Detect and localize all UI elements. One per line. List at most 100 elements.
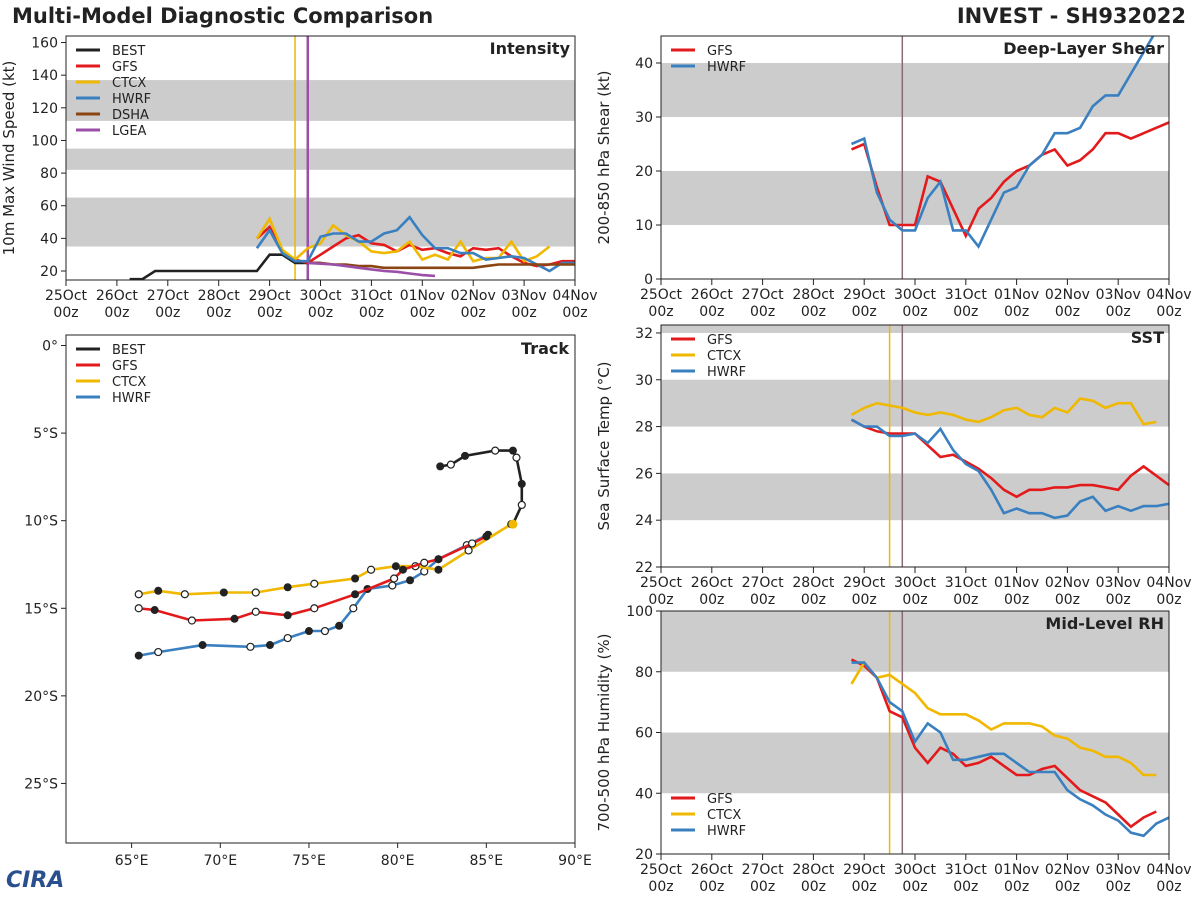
y-tick-label: 24: [635, 513, 653, 529]
track-point-00z: [283, 611, 292, 620]
x-tick-label: 29Oct: [249, 288, 292, 304]
x-tick-label: 29Oct: [843, 862, 886, 878]
track-point-12z: [246, 642, 255, 651]
track-point-12z: [517, 500, 526, 510]
x-tick-hour: 00z: [359, 305, 384, 321]
legend-label-hwrf: HWRF: [707, 824, 746, 839]
series-line-hwrf: [850, 36, 1155, 250]
x-tick-hour: 00z: [902, 879, 927, 895]
x-tick-label: 25Oct: [640, 287, 683, 303]
track-point-00z: [230, 614, 239, 623]
x-tick-label: 27Oct: [742, 575, 785, 591]
x-tick-hour: 00z: [257, 305, 282, 321]
series-line-hwrf: [851, 661, 1169, 838]
legend-label-hwrf: HWRF: [707, 60, 746, 75]
x-tick-label: 80°E: [381, 853, 415, 869]
x-tick-hour: 00z: [1004, 879, 1029, 895]
y-tick-label: 25°S: [24, 776, 58, 792]
x-tick-label: 31Oct: [945, 862, 988, 878]
series-line-gfs: [850, 121, 1169, 239]
series-line-gfs: [850, 418, 1169, 499]
y-tick-label: 100: [31, 133, 58, 149]
x-tick-hour: 00z: [1106, 304, 1131, 320]
y-tick-label: 28: [635, 420, 653, 436]
x-tick-hour: 00z: [1055, 592, 1080, 608]
x-tick-hour: 00z: [104, 305, 129, 321]
legend-label-ctcx: CTCX: [707, 808, 741, 823]
track-point-00z: [517, 479, 526, 488]
x-tick-label: 30Oct: [894, 287, 937, 303]
track-point-12z: [134, 590, 143, 599]
x-tick-hour: 00z: [648, 592, 673, 608]
track-point-12z: [349, 604, 358, 613]
series-line-gfs: [850, 658, 1157, 829]
x-tick-label: 30Oct: [894, 575, 937, 591]
series-line-hwrf: [850, 418, 1169, 520]
track-point-00z: [406, 576, 415, 585]
panel-title: Track: [521, 339, 569, 358]
x-tick-label: 27Oct: [147, 288, 190, 304]
track-point-00z: [198, 641, 207, 650]
legend-label-hwrf: HWRF: [707, 365, 746, 380]
track-point-12z: [134, 604, 143, 613]
track-point-12z: [310, 604, 319, 613]
x-tick-hour: 00z: [750, 304, 775, 320]
series-line-ctcx: [850, 397, 1157, 426]
y-tick-label: 20: [635, 847, 653, 863]
track-point-12z: [491, 446, 500, 455]
track-point-12z: [320, 626, 330, 636]
legend-label-lgea: LGEA: [112, 124, 147, 139]
legend-label-gfs: GFS: [707, 44, 733, 59]
x-tick-label: 02Nov: [451, 288, 496, 304]
x-tick-hour: 00z: [1004, 304, 1029, 320]
x-tick-label: 04Nov: [1146, 862, 1191, 878]
gray-band: [661, 171, 1169, 225]
gray-band: [661, 63, 1169, 117]
legend-label-best: BEST: [112, 44, 145, 59]
x-tick-hour: 00z: [750, 879, 775, 895]
x-tick-hour: 00z: [1106, 879, 1131, 895]
series-line-hwrf: [255, 215, 575, 273]
x-tick-label: 85°E: [469, 853, 503, 869]
x-tick-label: 02Nov: [1045, 862, 1090, 878]
map-frame: [65, 334, 576, 844]
legend-label-gfs: GFS: [707, 333, 733, 348]
y-axis-label: 200-850 hPa Shear (kt): [595, 71, 613, 245]
y-tick-label: 20: [635, 164, 653, 180]
track-point-00z: [265, 641, 274, 650]
track-point-00z: [351, 590, 360, 599]
legend-label-best: BEST: [112, 343, 145, 358]
y-tick-label: 160: [31, 36, 58, 52]
track-point-12z: [310, 579, 319, 588]
track-point-00z: [154, 586, 163, 595]
gray-band: [661, 611, 1169, 672]
x-tick-label: 25Oct: [45, 288, 88, 304]
gray-band: [661, 473, 1169, 521]
x-tick-hour: 00z: [699, 879, 724, 895]
x-tick-hour: 00z: [852, 879, 877, 895]
x-tick-label: 27Oct: [742, 862, 785, 878]
track-point-00z: [508, 446, 517, 455]
x-tick-label: 65°E: [115, 853, 149, 869]
x-tick-label: 29Oct: [843, 575, 886, 591]
track-point-12z: [464, 546, 473, 555]
x-tick-hour: 00z: [902, 304, 927, 320]
legend-label-dsha: DSHA: [112, 108, 149, 123]
x-tick-label: 04Nov: [552, 288, 597, 304]
y-axis-label: 700-500 hPa Humidity (%): [595, 633, 613, 831]
x-tick-hour: 00z: [801, 304, 826, 320]
track-point-00z: [150, 606, 159, 615]
track-point-12z: [388, 581, 397, 590]
panel-title: Deep-Layer Shear: [1003, 39, 1164, 58]
series-line-gfs: [256, 224, 575, 268]
panel-title: Mid-Level RH: [1045, 614, 1164, 633]
x-tick-label: 30Oct: [894, 862, 937, 878]
x-tick-label: 26Oct: [691, 287, 734, 303]
series-line-lgea: [307, 261, 436, 278]
track-point-00z: [134, 651, 143, 660]
x-tick-label: 26Oct: [691, 862, 734, 878]
x-tick-hour: 00z: [206, 305, 231, 321]
x-tick-hour: 00z: [953, 592, 978, 608]
y-tick-label: 26: [635, 466, 653, 482]
x-tick-hour: 00z: [852, 592, 877, 608]
